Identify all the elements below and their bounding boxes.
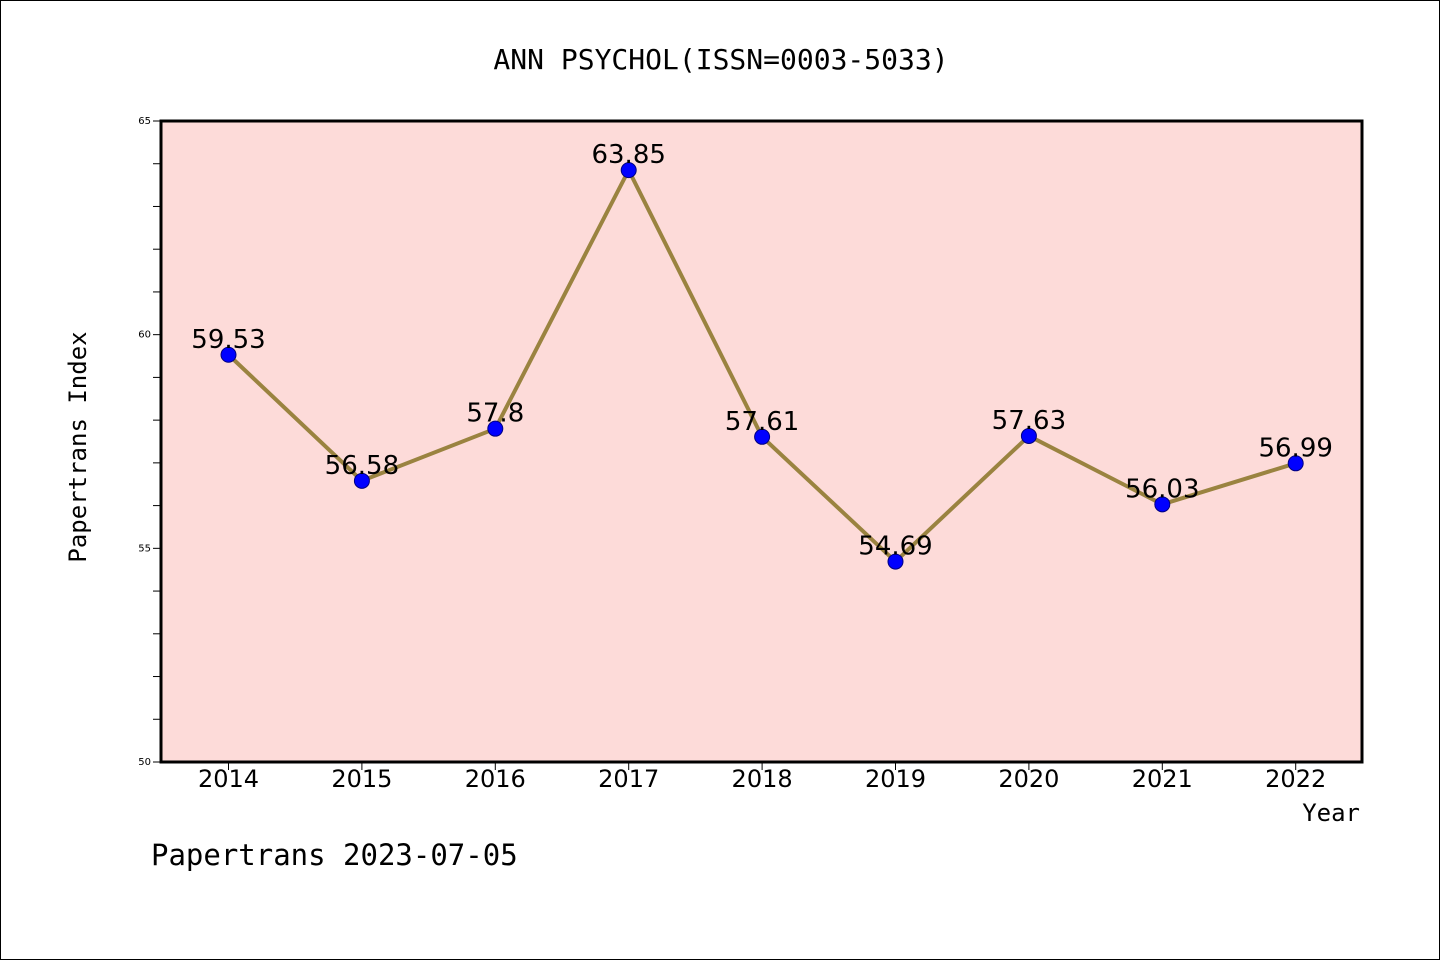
y-tick-label: 55 xyxy=(138,543,151,554)
data-point xyxy=(754,428,771,445)
data-point xyxy=(487,420,504,437)
x-tick-label: 2017 xyxy=(598,765,659,793)
y-tick-label: 50 xyxy=(138,757,151,768)
data-point xyxy=(1020,427,1037,444)
x-axis-title: Year xyxy=(1302,799,1360,827)
data-point xyxy=(887,553,904,570)
data-point xyxy=(353,472,370,489)
x-tick-label: 2020 xyxy=(998,765,1059,793)
data-labels: 59.53 56.58 57.8 63.85 57.61 54.69 57.63 56.03 5… xyxy=(191,140,1333,561)
data-label: 57.63 xyxy=(992,406,1066,436)
data-point xyxy=(1154,496,1171,513)
x-tick-label: 2018 xyxy=(732,765,793,793)
x-tick-label: 2016 xyxy=(465,765,526,793)
chart-title: ANN PSYCHOL(ISSN=0003-5033) xyxy=(493,43,948,76)
x-tick-label: 2015 xyxy=(331,765,392,793)
y-tick-label: 60 xyxy=(138,330,151,341)
data-point xyxy=(220,346,237,363)
y-tick-label: 65 xyxy=(138,116,151,127)
x-tick-label: 2021 xyxy=(1132,765,1193,793)
x-axis-ticks: 2014 2015 2016 2017 2018 2019 2020 2021 2022 xyxy=(198,762,1326,793)
footer-date-stamp: Papertrans 2023-07-05 xyxy=(151,838,518,872)
data-label: 57.8 xyxy=(466,399,524,429)
data-label: 56.58 xyxy=(325,451,399,481)
x-tick-label: 2022 xyxy=(1265,765,1326,793)
data-label: 56.03 xyxy=(1125,474,1199,504)
y-axis-ticks: 50 55 60 65 xyxy=(138,116,161,768)
data-markers xyxy=(220,162,1304,570)
data-label: 59.53 xyxy=(191,325,265,355)
data-label: 57.61 xyxy=(725,407,799,437)
data-point xyxy=(1287,455,1304,472)
data-label: 63.85 xyxy=(591,140,665,170)
x-tick-label: 2014 xyxy=(198,765,259,793)
data-label: 54.69 xyxy=(858,532,932,562)
x-tick-label: 2019 xyxy=(865,765,926,793)
y-axis-title: Papertrans Index xyxy=(64,331,92,562)
data-point xyxy=(620,162,637,179)
data-label: 56.99 xyxy=(1258,433,1332,463)
